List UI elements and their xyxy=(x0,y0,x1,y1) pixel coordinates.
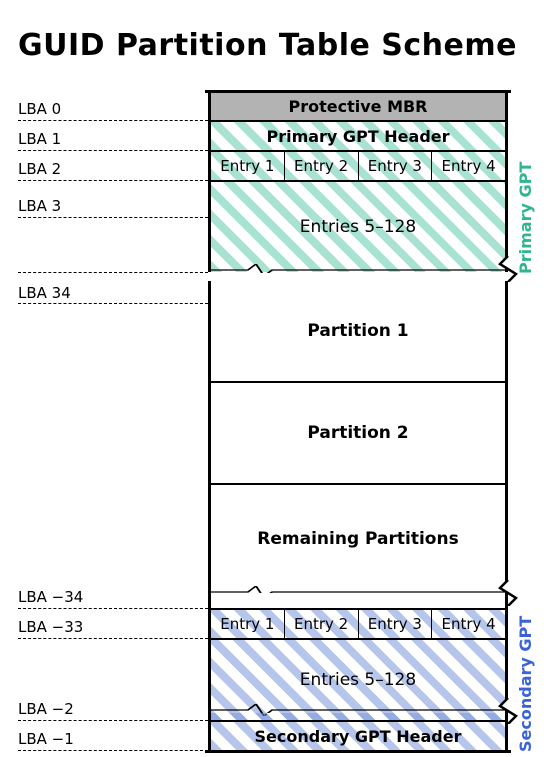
dash-leader xyxy=(18,180,208,181)
dash-leader xyxy=(18,608,208,609)
entry-cell: Entry 3 xyxy=(359,152,433,180)
row-secondary-span: Entries 5–128 xyxy=(211,640,505,720)
lba-label: LBA 3 xyxy=(18,197,61,215)
lba-label: LBA −33 xyxy=(18,618,83,636)
dash-leader xyxy=(18,217,208,218)
gpt-diagram: LBA 0 LBA 1 LBA 2 LBA 3 LBA 34 LBA −34 LBA −33… xyxy=(0,96,558,746)
dash-leader xyxy=(18,750,208,751)
entry-cell: Entry 2 xyxy=(285,152,359,180)
dash-leader xyxy=(18,303,208,304)
dash-leader xyxy=(18,638,208,639)
row-secondary-entries: Entry 1Entry 2Entry 3Entry 4 xyxy=(211,610,505,638)
entry-cell: Entry 4 xyxy=(432,152,505,180)
row-primary-span: Entries 5–128 xyxy=(211,182,505,272)
row-partition-1: Partition 1 xyxy=(211,281,505,381)
entry-cell: Entry 1 xyxy=(211,152,285,180)
entry-cell: Entry 3 xyxy=(359,610,433,638)
entry-cell: Entry 2 xyxy=(285,610,359,638)
entry-cell: Entry 1 xyxy=(211,610,285,638)
lba-label: LBA 2 xyxy=(18,160,61,178)
lba-label: LBA −2 xyxy=(18,700,74,718)
row-protective-mbr: Protective MBR xyxy=(211,93,505,120)
row-secondary-header: Secondary GPT Header xyxy=(211,722,505,750)
page-title: GUID Partition Table Scheme xyxy=(18,28,517,63)
dash-leader xyxy=(18,150,208,151)
lba-label: LBA 34 xyxy=(18,284,71,302)
lba-label: LBA 0 xyxy=(18,100,61,118)
lba-label: LBA −1 xyxy=(18,730,74,748)
secondary-gpt-label: Secondary GPT xyxy=(516,602,535,752)
row-partition-2: Partition 2 xyxy=(211,383,505,483)
dash-leader xyxy=(18,720,208,721)
primary-gpt-label: Primary GPT xyxy=(516,124,535,274)
entry-cell: Entry 4 xyxy=(432,610,505,638)
lba-label: LBA 1 xyxy=(18,130,61,148)
row-primary-header: Primary GPT Header xyxy=(211,122,505,150)
lba-label: LBA −34 xyxy=(18,588,83,606)
dash-leader xyxy=(18,272,208,273)
row-primary-entries: Entry 1Entry 2Entry 3Entry 4 xyxy=(211,152,505,180)
dash-leader xyxy=(18,120,208,121)
row-remaining: Remaining Partitions xyxy=(211,485,505,593)
